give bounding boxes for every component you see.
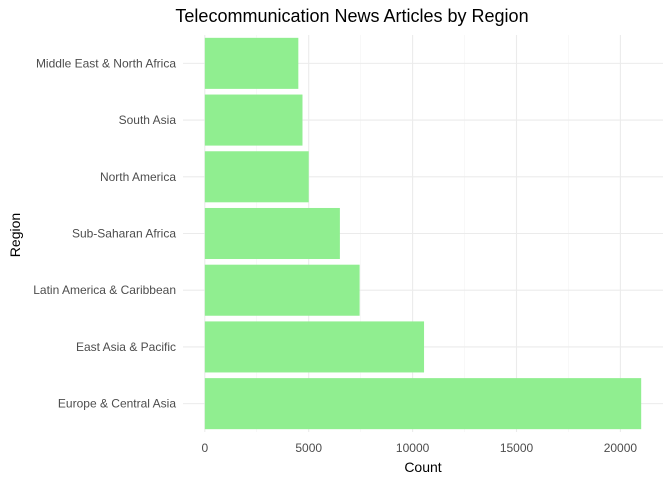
x-tick-label: 15000 xyxy=(500,441,534,455)
y-axis-title: Region xyxy=(7,213,23,257)
bar-europe-central-asia xyxy=(204,378,642,430)
x-tick-label: 5000 xyxy=(295,441,322,455)
bar-east-asia-pacific xyxy=(204,321,425,373)
y-tick-label: Latin America & Caribbean xyxy=(33,283,176,297)
x-tick-label: 0 xyxy=(201,441,208,455)
bar-north-america xyxy=(204,151,309,203)
x-tick-label: 20000 xyxy=(604,441,638,455)
bars xyxy=(204,37,642,430)
bar-south-asia xyxy=(204,94,303,146)
y-tick-label: South Asia xyxy=(119,113,177,127)
y-tick-labels: Europe & Central Asia East Asia & Pacific… xyxy=(33,56,176,410)
x-tick-labels: 0 5000 10000 15000 20000 xyxy=(201,441,637,455)
y-tick-label: Middle East & North Africa xyxy=(36,56,176,70)
x-axis-title: Count xyxy=(404,459,441,475)
chart-title: Telecommunication News Articles by Regio… xyxy=(175,6,528,26)
x-tick-label: 10000 xyxy=(396,441,430,455)
y-tick-label: Sub-Saharan Africa xyxy=(72,227,176,241)
y-tick-label: Europe & Central Asia xyxy=(58,397,176,411)
bar-latin-america-caribbean xyxy=(204,264,360,316)
y-tick-label: East Asia & Pacific xyxy=(76,340,176,354)
bar-sub-saharan-africa xyxy=(204,207,340,260)
bar-middle-east-north-africa xyxy=(204,37,299,89)
y-tick-label: North America xyxy=(100,170,176,184)
